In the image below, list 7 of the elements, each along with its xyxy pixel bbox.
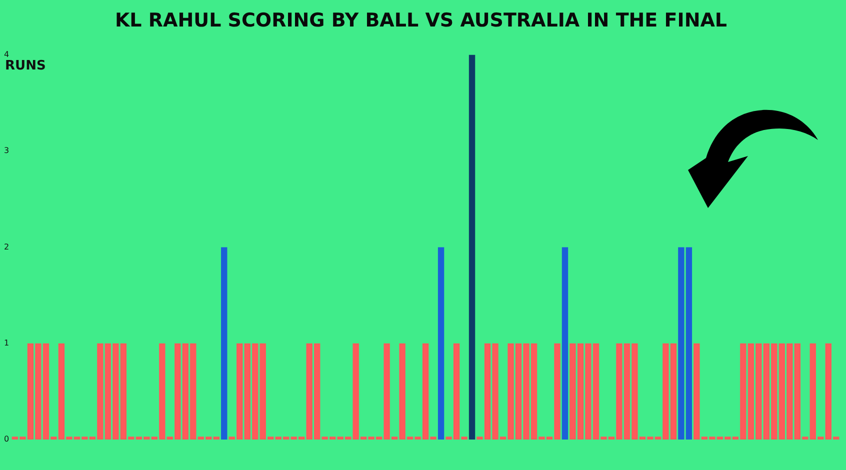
chart-title: KL RAHUL SCORING BY BALL VS AUSTRALIA IN THE FINAL [114, 9, 728, 32]
y-tick-label: 3 [4, 146, 10, 156]
y-tick-label: 4 [4, 50, 10, 59]
y-axis-title: RUNS [5, 58, 46, 74]
y-tick-label: 0 [4, 434, 10, 444]
y-tick-label: 2 [4, 242, 10, 252]
y-tick-label: 1 [4, 338, 10, 348]
